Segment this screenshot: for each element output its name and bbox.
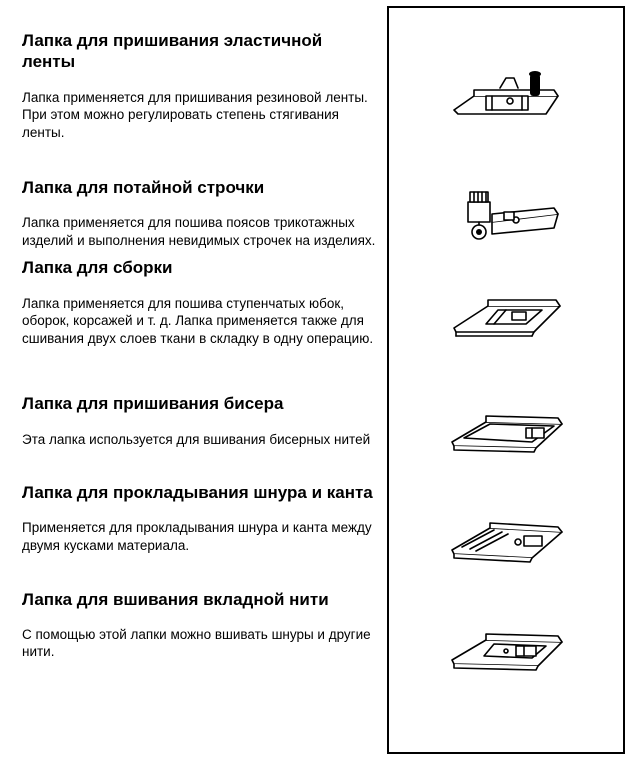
section-title: Лапка для сборки: [22, 257, 380, 278]
foot-gather-icon: [446, 288, 566, 348]
foot-thread-icon: [446, 622, 566, 682]
section-bead: Лапка для пришивания бисера Эта лапка ис…: [22, 393, 380, 448]
section-gather: Лапка для сборки Лапка применяется для п…: [22, 257, 380, 347]
section-title: Лапка для вшивания вкладной нити: [22, 589, 380, 610]
foot-elastic-icon: [446, 68, 566, 128]
foot-cord-icon: [446, 514, 566, 574]
section-title: Лапка для потайной строчки: [22, 177, 380, 198]
section-body: Эта лапка используется для вшивания бисе…: [22, 431, 380, 449]
section-blind: Лапка для потайной строчки Лапка применя…: [22, 177, 380, 249]
section-cord: Лапка для прокладывания шнура и канта Пр…: [22, 482, 380, 554]
section-thread: Лапка для вшивания вкладной нити С помощ…: [22, 589, 380, 661]
section-elastic: Лапка для пришивания эластичной ленты Ла…: [22, 30, 380, 141]
section-body: Лапка применяется для пошива поясов трик…: [22, 214, 380, 249]
text-column: Лапка для пришивания эластичной ленты Ла…: [0, 0, 390, 762]
section-body: С помощью этой лапки можно вшивать шнуры…: [22, 626, 380, 661]
illustration-panel: [387, 6, 625, 754]
section-body: Лапка применяется для пошива ступенчатых…: [22, 295, 380, 348]
section-body: Лапка применяется для пришивания резинов…: [22, 89, 380, 142]
section-title: Лапка для пришивания эластичной ленты: [22, 30, 380, 73]
section-title: Лапка для пришивания бисера: [22, 393, 380, 414]
section-body: Применяется для прокладывания шнура и ка…: [22, 519, 380, 554]
foot-bead-icon: [446, 404, 566, 464]
page: Лапка для пришивания эластичной ленты Ла…: [0, 0, 639, 762]
foot-blind-icon: [446, 184, 566, 244]
section-title: Лапка для прокладывания шнура и канта: [22, 482, 380, 503]
